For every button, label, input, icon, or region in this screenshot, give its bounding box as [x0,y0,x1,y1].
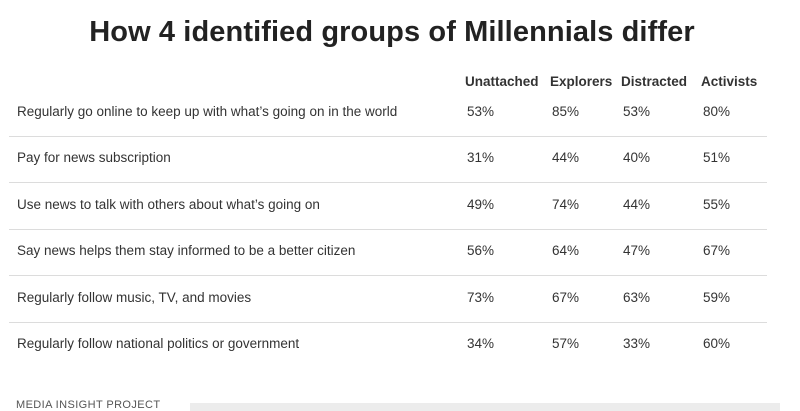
row-label: Regularly follow music, TV, and movies [17,290,252,305]
cell-value: 53% [623,104,651,119]
cell-value: 44% [623,197,651,212]
row-label: Pay for news subscription [17,150,171,165]
cell-value: 80% [703,104,731,119]
cell-value: 55% [703,197,731,212]
cell-value: 40% [623,150,651,165]
table-row: Pay for news subscription 31% 44% 40% 51… [9,136,767,183]
column-header-unattached: Unattached [465,74,539,89]
cell-value: 49% [467,197,495,212]
cell-value: 33% [623,336,651,351]
cell-value: 34% [467,336,495,351]
source-label: MEDIA INSIGHT PROJECT [16,399,161,411]
cell-value: 74% [552,197,580,212]
table-row: Use news to talk with others about what’… [9,183,767,230]
cell-value: 59% [703,290,731,305]
footer-divider [190,403,780,411]
cell-value: 73% [467,290,495,305]
row-label: Regularly follow national politics or go… [17,336,300,351]
table-row: Regularly go online to keep up with what… [9,90,767,137]
row-label: Regularly go online to keep up with what… [17,104,398,119]
row-label: Say news helps them stay informed to be … [17,243,356,258]
cell-value: 57% [552,336,580,351]
column-header-activists: Activists [701,74,758,89]
table-row: Say news helps them stay informed to be … [9,229,767,276]
table-row: Regularly follow music, TV, and movies 7… [9,276,767,323]
cell-value: 64% [552,243,580,258]
cell-value: 31% [467,150,495,165]
cell-value: 60% [703,336,731,351]
cell-value: 85% [552,104,580,119]
column-header-explorers: Explorers [550,74,613,89]
table-row: Regularly follow national politics or go… [9,322,767,368]
row-label: Use news to talk with others about what’… [17,197,320,212]
cell-value: 47% [623,243,651,258]
cell-value: 63% [623,290,651,305]
chart-title: How 4 identified groups of Millennials d… [89,16,695,48]
cell-value: 51% [703,150,731,165]
column-header-distracted: Distracted [621,74,688,89]
cell-value: 53% [467,104,495,119]
cell-value: 44% [552,150,580,165]
cell-value: 56% [467,243,495,258]
cell-value: 67% [703,243,731,258]
cell-value: 67% [552,290,580,305]
